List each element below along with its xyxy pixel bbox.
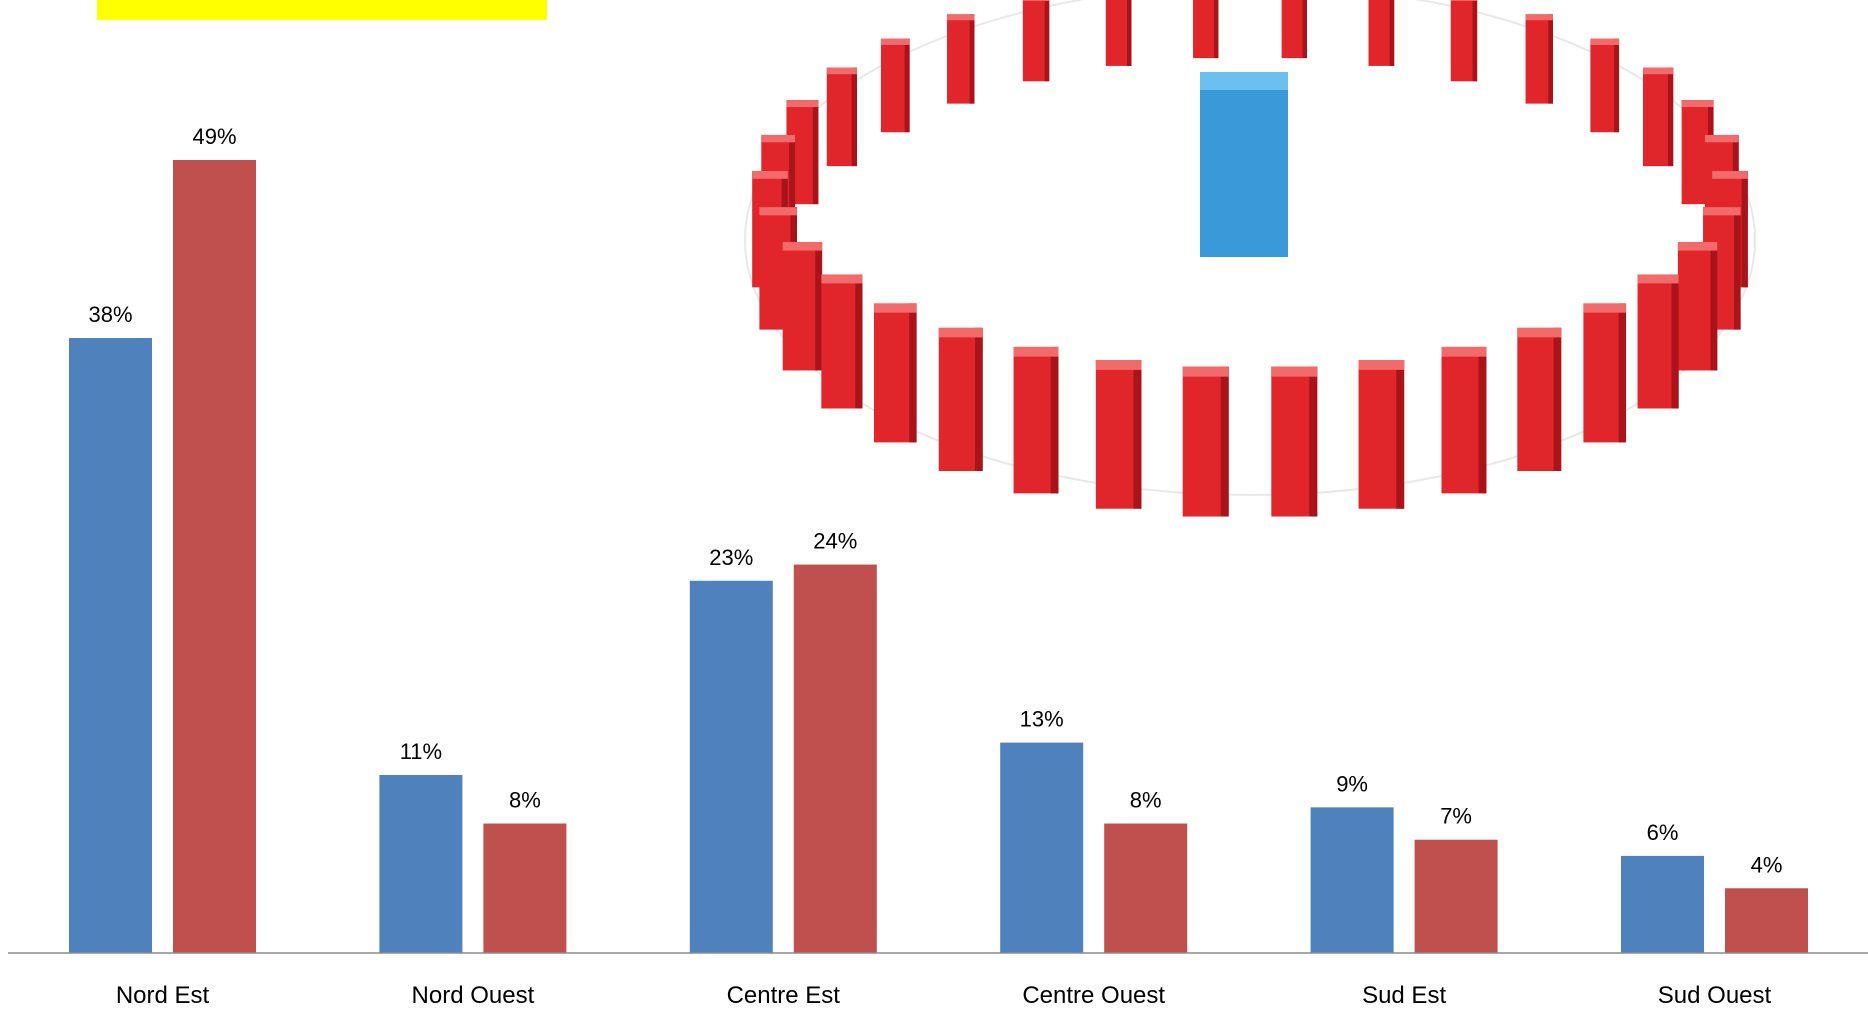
data-label-series1-nord-est: 38% xyxy=(88,302,132,327)
category-label-sud-ouest: Sud Ouest xyxy=(1658,982,1772,1009)
red-block xyxy=(938,327,983,472)
red-block xyxy=(873,303,917,443)
red-block xyxy=(826,67,857,167)
data-label-series2-sud-est: 7% xyxy=(1440,804,1472,829)
bar-series2-centre-ouest xyxy=(1104,823,1188,953)
bar-series2-nord-est xyxy=(173,160,256,953)
data-label-series1-sud-ouest: 6% xyxy=(1647,820,1679,845)
data-label-series1-sud-est: 9% xyxy=(1336,771,1368,796)
data-label-series1-centre-est: 23% xyxy=(709,545,753,570)
red-block xyxy=(1583,303,1627,443)
red-block xyxy=(1358,360,1405,509)
category-label-nord-est: Nord Est xyxy=(116,982,210,1009)
bar-series1-centre-ouest xyxy=(1000,742,1084,953)
red-block xyxy=(1271,366,1318,517)
data-label-series2-nord-est: 49% xyxy=(192,124,236,149)
bar-series1-nord-est xyxy=(69,338,152,954)
bar-series1-sud-est xyxy=(1310,807,1394,953)
red-block xyxy=(1182,366,1229,517)
ring-of-blocks-illustration xyxy=(744,0,1756,517)
red-block xyxy=(1517,327,1562,472)
red-block xyxy=(1590,38,1620,133)
red-block xyxy=(1105,0,1132,66)
red-block xyxy=(1677,242,1718,371)
data-label-series2-centre-est: 24% xyxy=(813,529,857,554)
blue-block xyxy=(1200,72,1288,257)
red-block xyxy=(1525,14,1553,104)
red-block xyxy=(1441,346,1487,494)
red-block xyxy=(947,14,975,104)
data-label-series2-nord-ouest: 8% xyxy=(509,788,541,813)
red-block xyxy=(1643,67,1674,167)
bar-series2-sud-ouest xyxy=(1725,888,1808,953)
title-highlight-box xyxy=(97,0,547,20)
bar-series1-sud-ouest xyxy=(1621,855,1704,953)
red-block xyxy=(1281,0,1307,59)
red-block xyxy=(1013,346,1059,494)
bar-series2-centre-est xyxy=(793,564,877,953)
bar-series2-sud-est xyxy=(1414,839,1498,953)
data-label-series2-centre-ouest: 8% xyxy=(1130,788,1162,813)
bar-series2-nord-ouest xyxy=(483,823,567,953)
category-label-centre-est: Centre Est xyxy=(727,982,841,1009)
data-label-series2-sud-ouest: 4% xyxy=(1751,852,1783,877)
red-block xyxy=(1022,0,1050,82)
red-block xyxy=(880,38,910,133)
red-block xyxy=(782,242,823,371)
data-label-series1-nord-ouest: 11% xyxy=(400,739,442,764)
category-label-sud-est: Sud Est xyxy=(1362,982,1446,1009)
red-block xyxy=(1450,0,1478,82)
bar-series1-centre-est xyxy=(689,580,773,953)
bar-series1-nord-ouest xyxy=(379,774,463,953)
red-block xyxy=(1637,274,1679,409)
data-label-series1-centre-ouest: 13% xyxy=(1020,707,1064,732)
red-block xyxy=(1193,0,1219,59)
red-block xyxy=(1095,360,1142,509)
red-block xyxy=(1368,0,1395,66)
category-label-centre-ouest: Centre Ouest xyxy=(1022,982,1165,1009)
category-label-nord-ouest: Nord Ouest xyxy=(412,982,535,1009)
red-block xyxy=(821,274,863,409)
